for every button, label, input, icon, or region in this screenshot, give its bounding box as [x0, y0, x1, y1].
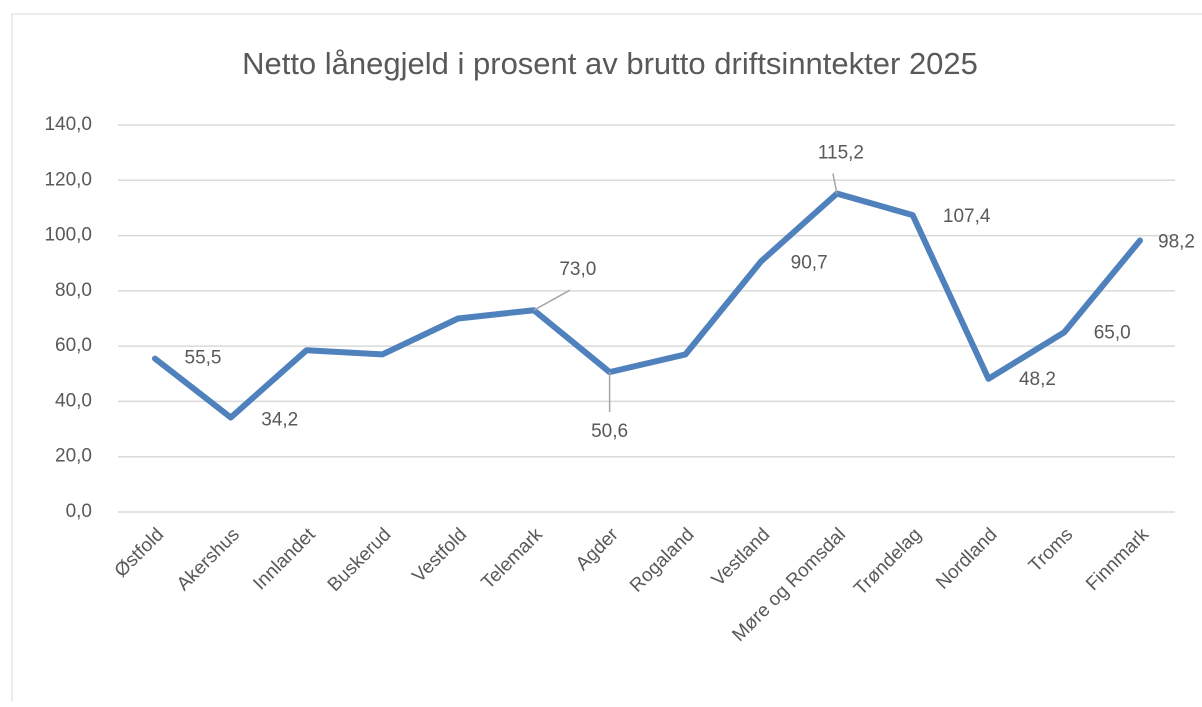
data-label: 48,2: [1019, 369, 1056, 390]
leader-line: [832, 173, 838, 194]
data-label: 50,6: [591, 421, 628, 442]
data-label: 98,2: [1158, 232, 1195, 253]
y-tick-label: 120,0: [44, 169, 92, 190]
y-tick-label: 20,0: [55, 446, 92, 467]
data-label: 90,7: [791, 252, 828, 273]
line: [152, 190, 1143, 421]
chart-title: Netto lånegjeld i prosent av brutto drif…: [242, 46, 978, 81]
y-tick-label: 140,0: [44, 114, 92, 135]
data-label: 55,5: [185, 348, 222, 369]
y-tick-label: 100,0: [44, 225, 92, 246]
y-tick-label: 60,0: [55, 335, 92, 356]
data-label: 34,2: [261, 409, 298, 430]
data-label: 115,2: [818, 143, 864, 164]
y-tick-label: 0,0: [66, 501, 92, 522]
data-label: 107,4: [943, 206, 991, 227]
y-tick-label: 80,0: [55, 280, 92, 301]
data-label: 73,0: [559, 259, 596, 280]
y-tick-label: 40,0: [55, 390, 92, 411]
data-label: 65,0: [1094, 322, 1131, 343]
leader-line: [533, 289, 571, 311]
chart-frame: [11, 13, 1202, 707]
